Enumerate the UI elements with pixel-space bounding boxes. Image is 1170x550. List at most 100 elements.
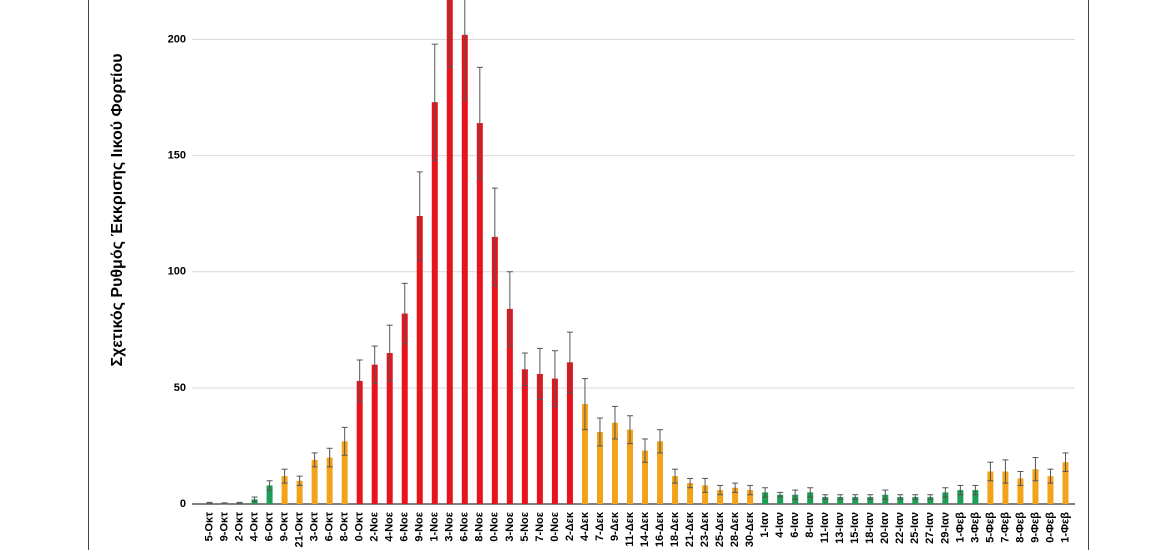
- y-tick-label: 200: [168, 33, 186, 45]
- bar: [311, 459, 318, 504]
- bar: [912, 497, 919, 504]
- x-tick-label: 9-Οκτ: [279, 512, 291, 541]
- bar: [957, 490, 964, 504]
- bar: [702, 485, 709, 504]
- bar: [611, 422, 618, 504]
- error-bar: [747, 484, 754, 496]
- x-tick-label: 8-Οκτ: [339, 512, 351, 541]
- error-bar: [702, 477, 709, 493]
- bar: [762, 492, 769, 504]
- bar: [521, 369, 528, 504]
- bar: [897, 497, 904, 504]
- error-bar: [566, 331, 573, 394]
- x-tick-label: 11-Δεκ: [624, 511, 636, 546]
- bar: [717, 490, 724, 504]
- x-tick-label: 22-Ιαν: [894, 512, 906, 544]
- error-bar: [732, 482, 739, 493]
- error-bar: [536, 347, 543, 400]
- x-tick-label: 9-Νοε: [414, 511, 426, 541]
- bar: [506, 308, 513, 504]
- error-bar: [1062, 452, 1069, 472]
- bar: [732, 487, 739, 504]
- x-tick-label: 18-Δεκ: [669, 511, 681, 547]
- bar: [927, 497, 934, 504]
- x-tick-label: 25-Ιαν: [909, 512, 921, 544]
- error-bar: [281, 468, 288, 484]
- x-tick-label: 1-Φεβ: [954, 512, 966, 543]
- error-bar: [326, 447, 333, 468]
- bar: [672, 476, 679, 504]
- error-bar: [491, 187, 498, 287]
- error-bar: [1047, 468, 1054, 484]
- error-bar: [461, 0, 468, 101]
- x-tick-label: 15-Ιαν: [849, 512, 861, 544]
- bar: [431, 102, 438, 505]
- bar: [416, 216, 423, 504]
- error-bar: [1002, 459, 1009, 484]
- error-bar: [521, 352, 528, 387]
- error-bar: [206, 501, 213, 504]
- x-tick-label: 2-Δεκ: [564, 511, 576, 541]
- x-tick-label: 2-Οκτ: [233, 512, 245, 541]
- error-bar: [792, 489, 799, 500]
- error-bar: [777, 491, 784, 498]
- y-axis-label: Σχετικός Ρυθμός Έκκρισης Ιικού Φορτίου: [109, 53, 126, 366]
- x-tick-label: 3-Φεβ: [969, 512, 981, 543]
- bar: [341, 441, 348, 504]
- error-bar: [672, 468, 679, 484]
- error-bar: [957, 484, 964, 496]
- bar: [446, 0, 453, 504]
- x-tick-label: 9-Δεκ: [609, 511, 621, 541]
- x-tick-label: 4-Δεκ: [579, 511, 591, 541]
- x-tick-label: 3-Νοε: [444, 511, 456, 541]
- x-tick-label: 1-Φεβ: [1059, 512, 1071, 543]
- error-bar: [717, 484, 724, 496]
- y-tick-label: 100: [168, 266, 186, 278]
- x-tick-label: 6-Οκτ: [324, 512, 336, 541]
- error-bar: [431, 43, 438, 161]
- x-tick-label: 1-Νοε: [429, 511, 441, 541]
- x-tick-label: 6-Οκτ: [263, 512, 275, 541]
- error-bar: [401, 282, 408, 345]
- bar: [867, 497, 874, 504]
- x-tick-label: 7-Δεκ: [594, 511, 606, 541]
- error-bar: [416, 171, 423, 261]
- error-bar: [236, 501, 243, 504]
- bar: [822, 497, 829, 504]
- error-bar: [611, 405, 618, 440]
- bar: [1002, 471, 1009, 504]
- bar: [326, 457, 333, 504]
- bar: [837, 497, 844, 504]
- error-bar: [506, 271, 513, 347]
- x-tick-label: 0-Οκτ: [354, 512, 366, 541]
- x-tick-label: 21-Οκτ: [294, 512, 306, 548]
- bar: [657, 441, 664, 504]
- x-tick-label: 27-Ιαν: [924, 512, 936, 544]
- x-tick-label: 8-Νοε: [474, 511, 486, 541]
- x-tick-label: 13-Ιαν: [834, 512, 846, 544]
- x-tick-label: 1-Ιαν: [759, 512, 771, 538]
- error-bar: [687, 477, 694, 489]
- bar: [356, 380, 363, 504]
- x-tick-label: 6-Νοε: [459, 511, 471, 541]
- x-tick-label: 23-Δεκ: [699, 511, 711, 547]
- error-bar: [897, 494, 904, 500]
- bar: [266, 485, 273, 504]
- x-tick-label: 25-Δεκ: [714, 511, 726, 547]
- x-tick-label: 5-Φεβ: [984, 512, 996, 543]
- bar: [491, 236, 498, 504]
- bar: [1062, 462, 1069, 504]
- x-tick-label: 14-Δεκ: [639, 511, 651, 547]
- x-tick-label: 9-Οκτ: [218, 512, 230, 541]
- error-bar: [1017, 470, 1024, 486]
- error-bar: [807, 487, 814, 498]
- bar: [777, 494, 784, 504]
- bar: [566, 362, 573, 504]
- bar: [1017, 478, 1024, 504]
- x-tick-label: 21-Δεκ: [684, 511, 696, 547]
- bar: [296, 480, 303, 504]
- x-tick-label: 7-Νοε: [534, 511, 546, 541]
- bar: [581, 404, 588, 504]
- error-bar: [371, 345, 378, 384]
- error-bar: [867, 494, 874, 500]
